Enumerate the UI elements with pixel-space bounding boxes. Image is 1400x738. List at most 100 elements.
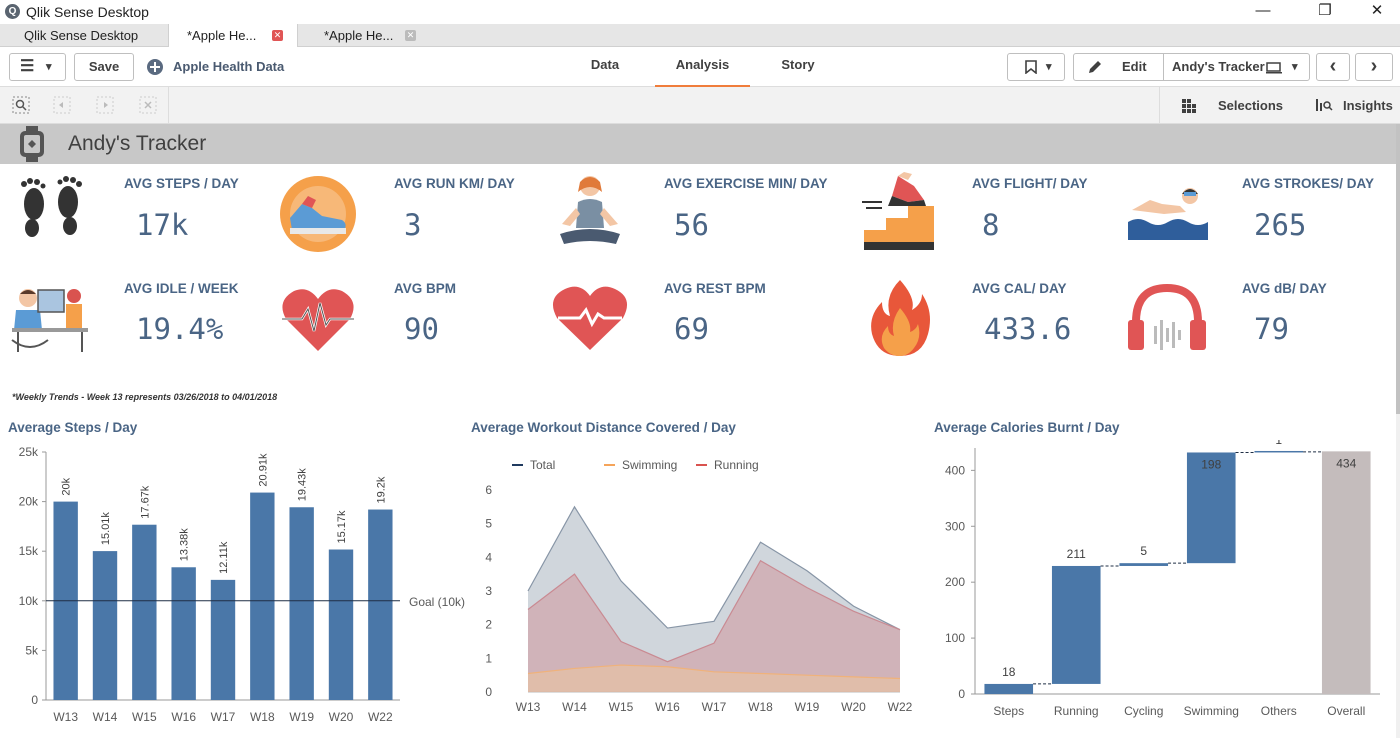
x-tick-label: W22 <box>368 710 393 724</box>
data-label: 13.38k <box>179 528 191 562</box>
stairs-icon <box>862 172 934 250</box>
bar <box>368 509 393 700</box>
tab-close-icon[interactable]: ✕ <box>272 30 283 41</box>
next-sheet-button[interactable]: › <box>1355 53 1393 81</box>
heartbeat-icon <box>282 289 354 351</box>
smart-search-icon[interactable] <box>12 96 30 114</box>
insights-label: Insights <box>1343 98 1393 113</box>
heart-rest-icon <box>552 286 628 350</box>
y-tick-label: 0 <box>31 693 38 707</box>
kpi-value: 56 <box>674 208 709 242</box>
x-tick-label: W20 <box>841 700 866 714</box>
window-title-bar: Q Qlik Sense Desktop — ❐ ✕ <box>0 0 1400 24</box>
insights-icon <box>1316 99 1333 111</box>
global-menu-button[interactable]: ☰ ▾ <box>9 53 66 81</box>
tab-apple-health-active[interactable]: *Apple He... ✕ <box>168 24 298 48</box>
kpi-value: 8 <box>982 208 1000 242</box>
data-label: 211 <box>1067 547 1086 561</box>
x-tick-label: W14 <box>562 700 587 714</box>
x-tick-label: W15 <box>132 710 157 724</box>
bookmark-icon <box>1025 60 1037 74</box>
data-label: 434 <box>1336 456 1356 470</box>
x-tick-label: Steps <box>993 704 1024 718</box>
tab-story[interactable]: Story <box>781 57 815 72</box>
x-tick-label: Cycling <box>1124 704 1163 718</box>
edit-sheet-group: Edit Andy's Tracker ▾ <box>1073 53 1310 81</box>
bookmarks-button[interactable]: ▾ <box>1007 53 1065 81</box>
y-tick-label: 300 <box>945 519 965 533</box>
save-button[interactable]: Save <box>74 53 134 81</box>
maximize-button[interactable]: ❐ <box>1318 2 1332 19</box>
hamburger-icon: ☰ <box>20 58 35 75</box>
kpi-label: AVG dB/ DAY <box>1242 281 1327 296</box>
kpi-label: AVG BPM <box>394 281 457 296</box>
calories-waterfall-chart[interactable]: 0 100 200 300 400 18 Steps 211 Running 5 Cycling 19… <box>930 440 1396 738</box>
kpi-value: 17k <box>136 208 189 242</box>
data-label: 5 <box>1140 544 1147 558</box>
tab-hub[interactable]: Qlik Sense Desktop hub <box>10 24 160 66</box>
step-back-icon[interactable] <box>53 96 71 114</box>
insights-button[interactable]: Insights <box>1295 87 1395 124</box>
kpi-value: 69 <box>674 312 709 346</box>
chart-title-steps: Average Steps / Day <box>8 420 138 435</box>
bar <box>210 579 236 700</box>
selections-button[interactable]: Selections <box>1160 87 1295 124</box>
steps-bar-chart[interactable]: 0 5k 10k 15k 20k 25k 20k W13 15.01k W14 17.67k W15 1… <box>0 440 470 738</box>
watch-icon <box>20 126 44 162</box>
data-label: 20k <box>61 477 73 495</box>
pencil-icon <box>1089 61 1101 73</box>
kpi-value: 79 <box>1254 312 1289 346</box>
minimize-button[interactable]: — <box>1255 2 1271 19</box>
y-tick-label: 6 <box>485 483 492 497</box>
chevron-down-icon: ▾ <box>1046 61 1052 73</box>
kpi-value: 433.6 <box>984 312 1072 346</box>
y-tick-label: 4 <box>485 550 492 564</box>
x-tick-label: Running <box>1054 704 1099 718</box>
x-tick-label: W13 <box>53 710 78 724</box>
window-title: Qlik Sense Desktop <box>26 4 149 20</box>
clear-selections-icon[interactable] <box>139 96 157 114</box>
sheet-selector[interactable]: Andy's Tracker ▾ <box>1164 54 1310 80</box>
sheet-scrollbar[interactable] <box>1396 124 1400 738</box>
data-label: 15.17k <box>336 510 348 544</box>
x-tick-label: W18 <box>748 700 773 714</box>
y-tick-label: 0 <box>485 685 492 699</box>
running-shoe-icon <box>280 176 356 252</box>
bar <box>250 492 275 700</box>
sheet-header: Andy's Tracker <box>0 124 1396 164</box>
edit-button[interactable]: Edit <box>1074 54 1164 80</box>
kpi-label: AVG RUN KM/ DAY <box>394 176 515 191</box>
app-name[interactable]: Apple Health Data <box>173 59 285 74</box>
bar <box>92 551 118 700</box>
footprints-icon <box>21 176 82 237</box>
swimming-line <box>527 664 901 680</box>
sheet-icon <box>1266 62 1282 74</box>
x-tick-label: W18 <box>250 710 275 724</box>
previous-sheet-button[interactable]: ‹ <box>1316 53 1350 81</box>
total-line <box>527 505 901 631</box>
swimming-area <box>528 665 900 692</box>
y-tick-label: 10k <box>19 594 39 608</box>
bar <box>289 507 314 700</box>
edit-label: Edit <box>1122 59 1147 74</box>
swimmer-icon <box>1128 188 1208 240</box>
close-window-button[interactable]: ✕ <box>1370 2 1384 19</box>
weekly-trends-note: *Weekly Trends - Week 13 represents 03/2… <box>12 392 278 402</box>
x-tick-label: W20 <box>329 710 354 724</box>
sheet-selector-label: Andy's Tracker <box>1172 59 1265 74</box>
data-label: 1 <box>1275 440 1282 447</box>
kpi-value: 3 <box>404 208 422 242</box>
scrollbar-thumb[interactable] <box>1396 124 1400 414</box>
kpi-label: AVG STEPS / DAY <box>124 176 239 191</box>
step-forward-icon[interactable] <box>96 96 114 114</box>
legend-label: Running <box>714 458 759 472</box>
tab-analysis[interactable]: Analysis <box>655 47 750 87</box>
document-tab-bar: Qlik Sense Desktop hub *Apple He... ✕ *A… <box>0 24 1400 66</box>
y-tick-label: 200 <box>945 575 965 589</box>
workout-distance-area-chart[interactable]: Total Swimming Running 0 1 2 3 4 5 6 W13 W14 W15 W16 W… <box>470 440 930 738</box>
y-tick-label: 3 <box>485 584 492 598</box>
tab-data[interactable]: Data <box>590 57 620 72</box>
tab-apple-health-2[interactable]: *Apple He... ✕ <box>310 24 430 47</box>
x-tick-label: W14 <box>93 710 118 724</box>
tab-close-icon[interactable]: ✕ <box>405 30 416 41</box>
